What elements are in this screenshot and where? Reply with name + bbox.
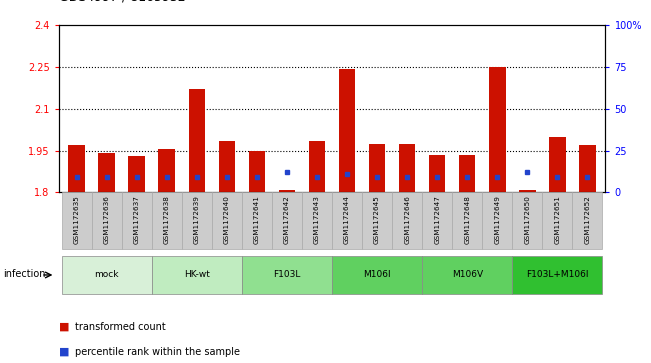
Bar	[92, 192, 122, 249]
Text: F103L+M106I: F103L+M106I	[526, 270, 589, 279]
Bar	[392, 192, 422, 249]
Bar	[62, 256, 152, 294]
Bar	[362, 192, 392, 249]
Text: GSM1172636: GSM1172636	[104, 195, 109, 244]
Bar	[302, 192, 332, 249]
Bar	[189, 89, 205, 192]
Bar	[459, 155, 475, 192]
Text: ■: ■	[59, 322, 69, 332]
Bar	[452, 192, 482, 249]
Text: infection: infection	[3, 269, 46, 279]
Bar	[128, 156, 145, 192]
Bar	[422, 256, 512, 294]
Text: GSM1172644: GSM1172644	[344, 195, 350, 244]
Text: GSM1172647: GSM1172647	[434, 195, 440, 244]
Bar	[242, 192, 272, 249]
Text: GDS4997 / 8165932: GDS4997 / 8165932	[59, 0, 186, 4]
Bar	[542, 192, 572, 249]
Bar	[369, 144, 385, 192]
Text: F103L: F103L	[273, 270, 301, 279]
Text: GSM1172640: GSM1172640	[224, 195, 230, 244]
Text: GSM1172643: GSM1172643	[314, 195, 320, 244]
Bar	[519, 189, 536, 192]
Text: mock: mock	[94, 270, 119, 279]
Bar	[279, 189, 295, 192]
Bar	[309, 141, 326, 192]
Bar	[339, 69, 355, 192]
Bar	[429, 155, 445, 192]
Bar	[249, 151, 265, 192]
Text: GSM1172637: GSM1172637	[133, 195, 140, 244]
Text: M106V: M106V	[452, 270, 483, 279]
Text: percentile rank within the sample: percentile rank within the sample	[75, 347, 240, 357]
Text: ■: ■	[59, 347, 69, 357]
Bar	[482, 192, 512, 249]
Bar	[152, 192, 182, 249]
Bar	[572, 192, 602, 249]
Text: GSM1172642: GSM1172642	[284, 195, 290, 244]
Bar	[489, 67, 506, 192]
Bar	[332, 192, 362, 249]
Bar	[272, 192, 302, 249]
Text: GSM1172652: GSM1172652	[585, 195, 590, 244]
Bar	[512, 256, 602, 294]
Bar	[212, 192, 242, 249]
Text: GSM1172645: GSM1172645	[374, 195, 380, 244]
Text: GSM1172649: GSM1172649	[494, 195, 500, 244]
Bar	[219, 141, 235, 192]
Bar	[242, 256, 332, 294]
Bar	[512, 192, 542, 249]
Bar	[579, 145, 596, 192]
Bar	[332, 256, 422, 294]
Bar	[182, 192, 212, 249]
Bar	[68, 145, 85, 192]
Text: GSM1172650: GSM1172650	[524, 195, 531, 244]
Bar	[158, 149, 175, 192]
Text: GSM1172639: GSM1172639	[194, 195, 200, 244]
Text: M106I: M106I	[363, 270, 391, 279]
Bar	[549, 137, 566, 192]
Bar	[62, 192, 92, 249]
Text: transformed count: transformed count	[75, 322, 165, 332]
Text: GSM1172648: GSM1172648	[464, 195, 470, 244]
Text: GSM1172635: GSM1172635	[74, 195, 79, 244]
Text: GSM1172651: GSM1172651	[555, 195, 561, 244]
Text: HK-wt: HK-wt	[184, 270, 210, 279]
Bar	[98, 154, 115, 192]
Bar	[152, 256, 242, 294]
Text: GSM1172638: GSM1172638	[164, 195, 170, 244]
Bar	[122, 192, 152, 249]
Bar	[399, 144, 415, 192]
Text: GSM1172646: GSM1172646	[404, 195, 410, 244]
Bar	[422, 192, 452, 249]
Text: GSM1172641: GSM1172641	[254, 195, 260, 244]
